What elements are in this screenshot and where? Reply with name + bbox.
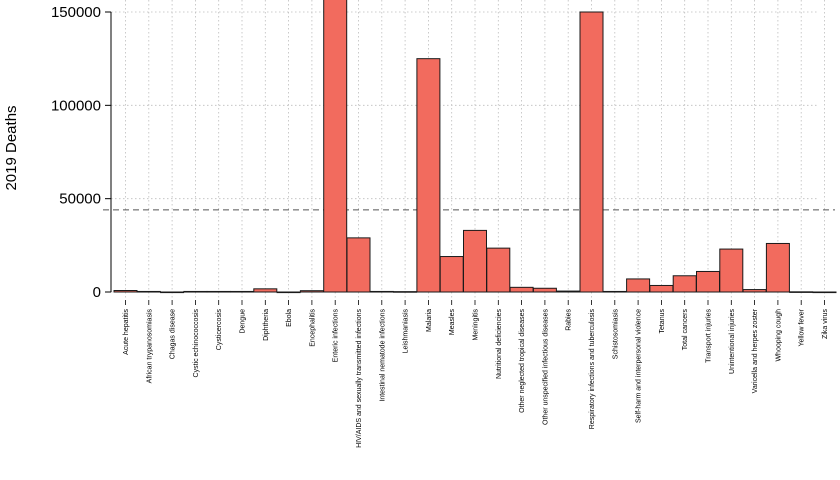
x-tick-label: Acute hepatitis (123, 309, 130, 355)
x-tick-label: Enteric infections (333, 309, 340, 363)
bar-whooping-cough (765, 242, 790, 293)
bar-zika-virus (812, 291, 837, 294)
bar-yellow-fever (789, 291, 814, 293)
bar-other-neglected-tropical-diseases (509, 286, 534, 293)
bars (113, 0, 837, 294)
bar-cystic-echinococcosis (183, 290, 208, 293)
bar-total-cancers (672, 275, 697, 293)
bar-cysticercosis (206, 290, 231, 293)
x-tick-label: Varicella and herpes zoster (752, 308, 759, 393)
y-tick-label: 150000 (51, 4, 101, 21)
bar-varicella-and-herpes-zoster (742, 289, 767, 293)
bar-african-trypanosomiasis (136, 290, 161, 293)
y-tick-label: 100000 (51, 97, 101, 114)
x-tick-label: Leishmaniasis (403, 309, 410, 354)
x-tick-label: Schistosomiasis (612, 309, 619, 360)
x-tick-label: Other neglected tropical diseases (519, 309, 526, 413)
bar-unintentional-injuries (719, 248, 744, 293)
x-tick-label: African trypanosomiasis (146, 309, 153, 384)
x-tick-label: Chagas disease (170, 309, 177, 359)
x-tick-label: Whooping cough (775, 309, 782, 362)
bar-ebola (276, 291, 301, 294)
bar-tetanus (649, 284, 674, 293)
bar-leishmaniasis (393, 291, 418, 293)
x-tick-label: Meningitis (473, 309, 480, 341)
x-tick-label: Tetanus (659, 309, 666, 334)
x-tick-label: Yellow fever (799, 308, 806, 346)
x-tick-label: Dengue (240, 309, 247, 334)
bar-rabies (556, 290, 581, 293)
x-tick-label: Self-harm and interpersonal violence (636, 309, 643, 423)
bar-chagas-disease (160, 291, 185, 294)
bar-nutritional-deficiencies (486, 247, 511, 293)
bar-schistosomiasis (602, 290, 627, 293)
bar-intestinal-nematode-infections (369, 290, 394, 293)
x-tick-label: Nutritional deficiencies (496, 309, 503, 380)
bar-measles (439, 256, 464, 293)
x-tick-label: Total cancers (682, 309, 689, 351)
x-tick-label: Zika virus (822, 309, 829, 339)
bar-self-harm-and-interpersonal-violence (626, 278, 651, 293)
x-tick-label: Diphtheria (263, 309, 270, 341)
y-tick-label: 50000 (59, 191, 101, 208)
bar-other-unspecified-infectious-diseases (532, 287, 557, 293)
bar-malaria (416, 58, 441, 293)
bar-respiratory-infections-and-tuberculosis (579, 11, 604, 293)
x-tick-label: Measles (449, 309, 456, 336)
x-tick-label: HIV/AIDS and sexually transmitted infect… (356, 309, 363, 448)
x-tick-label: Unintentional injuries (729, 309, 736, 374)
x-axis: Acute hepatitis African trypanosomiasis Ch… (123, 300, 829, 448)
y-tick-label: 0 (93, 284, 101, 301)
bar-dengue (230, 290, 254, 293)
bar-enteric-infections (323, 0, 348, 293)
bar-acute-hepatitis (113, 290, 138, 293)
x-tick-label: Cysticercosis (216, 309, 223, 351)
x-tick-label: Encephalitis (309, 309, 316, 347)
bar-transport-injuries (696, 270, 720, 293)
bar-encephalitis (299, 290, 324, 293)
x-tick-label: Respiratory infections and tuberculosis (589, 309, 596, 430)
y-axis-label: 2019 Deaths (3, 105, 20, 190)
x-tick-label: Malaria (426, 309, 433, 332)
y-axis: 0 50000 100000 150000 (51, 4, 112, 301)
x-tick-label: Other unspecified infectious diseases (542, 309, 549, 425)
x-tick-label: Rabies (566, 309, 573, 331)
x-tick-label: Ebola (286, 309, 293, 327)
x-tick-label: Intestinal nematode infections (379, 309, 386, 402)
x-tick-label: Transport injuries (706, 309, 713, 363)
bar-hiv-aids-and-sexually-transmitted-infections (346, 237, 371, 293)
x-tick-label: Cystic echinococcosis (193, 309, 200, 378)
bar-meningitis (463, 229, 487, 293)
bar-diphtheria (253, 288, 278, 293)
